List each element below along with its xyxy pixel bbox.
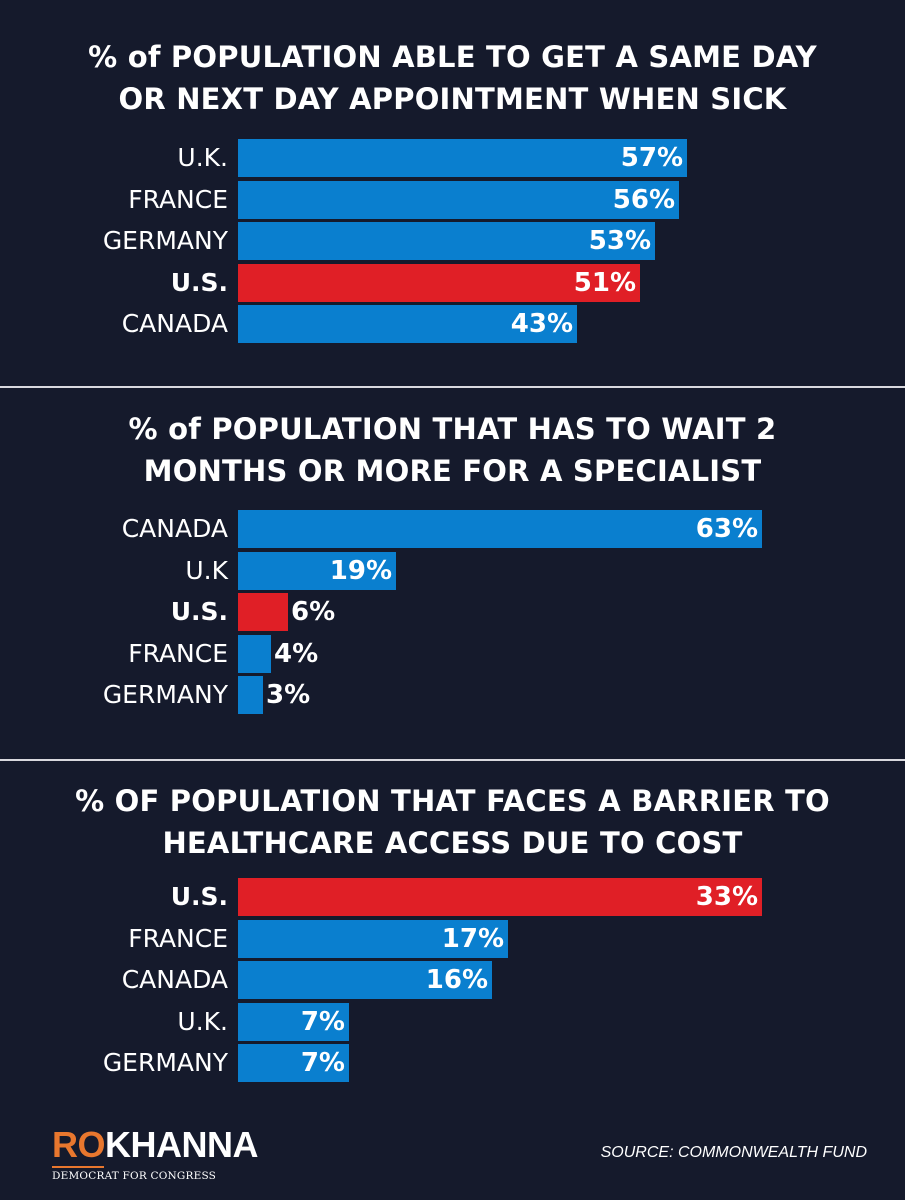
chart-title-line: % OF POPULATION THAT FACES A BARRIER TO	[75, 784, 830, 818]
value-label: 53%	[588, 226, 651, 256]
bar-row: CANADA 63%	[0, 510, 905, 548]
bar-row: U.S. 6%	[0, 593, 905, 631]
value-label: 56%	[612, 185, 675, 215]
logo-second: KHANNA	[105, 1124, 259, 1165]
bar-row: CANADA 16%	[0, 961, 905, 999]
category-label: U.K.	[177, 1007, 228, 1036]
value-label: 6%	[291, 597, 336, 627]
bar	[238, 181, 679, 219]
category-label: FRANCE	[128, 639, 228, 668]
logo-underline	[52, 1166, 104, 1168]
category-label: CANADA	[121, 965, 228, 994]
bar	[238, 635, 271, 673]
value-label: 7%	[300, 1007, 345, 1037]
value-label: 63%	[695, 514, 758, 544]
value-label: 3%	[266, 680, 311, 710]
bar	[238, 676, 263, 714]
bar-row: U.K. 57%	[0, 139, 905, 177]
bar	[238, 920, 508, 958]
value-label: 4%	[274, 639, 319, 669]
category-label: GERMANY	[102, 1048, 228, 1077]
value-label: 16%	[425, 965, 488, 995]
category-label: U.S.	[170, 597, 228, 626]
chart-title-line: MONTHS OR MORE FOR A SPECIALIST	[143, 454, 762, 488]
source-note: SOURCE: COMMONWEALTH FUND	[600, 1144, 867, 1161]
chart-title-line: % of POPULATION THAT HAS TO WAIT 2	[128, 412, 777, 446]
logo-first: RO	[52, 1124, 106, 1165]
value-label: 7%	[300, 1048, 345, 1078]
value-label: 51%	[573, 268, 636, 298]
bar-row: U.K 19%	[0, 552, 905, 590]
bar-row: U.K. 7%	[0, 1003, 905, 1041]
category-label: U.K	[185, 556, 228, 585]
chart-title-line: % of POPULATION ABLE TO GET A SAME DAY	[88, 40, 817, 74]
bar	[238, 961, 492, 999]
category-label: GERMANY	[102, 680, 228, 709]
value-label: 57%	[620, 143, 683, 173]
value-label: 17%	[441, 924, 504, 954]
chart-title-2: % of POPULATION THAT HAS TO WAIT 2 MONTHS…	[0, 408, 905, 492]
bar-row: GERMANY 53%	[0, 222, 905, 260]
chart-title-line: OR NEXT DAY APPOINTMENT WHEN SICK	[118, 82, 787, 116]
category-label: GERMANY	[102, 226, 228, 255]
category-label: FRANCE	[128, 924, 228, 953]
category-label: U.S.	[170, 882, 228, 911]
value-label: 43%	[510, 309, 573, 339]
bar	[238, 264, 640, 302]
logo-subtitle: DEMOCRAT FOR CONGRESS	[52, 1170, 217, 1182]
bar	[238, 552, 396, 590]
bar-row: U.S. 33%	[0, 878, 905, 916]
bar-row: CANADA 43%	[0, 305, 905, 343]
bar	[238, 593, 288, 631]
bar	[238, 878, 762, 916]
section-divider	[0, 386, 905, 388]
bar-row: GERMANY 3%	[0, 676, 905, 714]
bar-row: U.S. 51%	[0, 264, 905, 302]
bar	[238, 139, 687, 177]
bar	[238, 305, 577, 343]
bar-row: GERMANY 7%	[0, 1044, 905, 1082]
bar-row: FRANCE 56%	[0, 181, 905, 219]
section-divider	[0, 759, 905, 761]
category-label: FRANCE	[128, 185, 228, 214]
bar-row: FRANCE 4%	[0, 635, 905, 673]
chart-title-3: % OF POPULATION THAT FACES A BARRIER TO H…	[0, 780, 905, 864]
chart-title-1: % of POPULATION ABLE TO GET A SAME DAY OR…	[0, 36, 905, 120]
bar	[238, 222, 655, 260]
category-label: CANADA	[121, 514, 228, 543]
category-label: U.K.	[177, 143, 228, 172]
category-label: U.S.	[170, 268, 228, 297]
value-label: 33%	[695, 882, 758, 912]
chart-title-line: HEALTHCARE ACCESS DUE TO COST	[162, 826, 743, 860]
bar	[238, 1044, 349, 1082]
bar	[238, 1003, 349, 1041]
bar	[238, 510, 762, 548]
bar-row: FRANCE 17%	[0, 920, 905, 958]
category-label: CANADA	[121, 309, 228, 338]
logo-wordmark: ROKHANNA	[52, 1124, 259, 1165]
value-label: 19%	[329, 556, 392, 586]
brand-logo: ROKHANNA DEMOCRAT FOR CONGRESS	[52, 1124, 259, 1182]
